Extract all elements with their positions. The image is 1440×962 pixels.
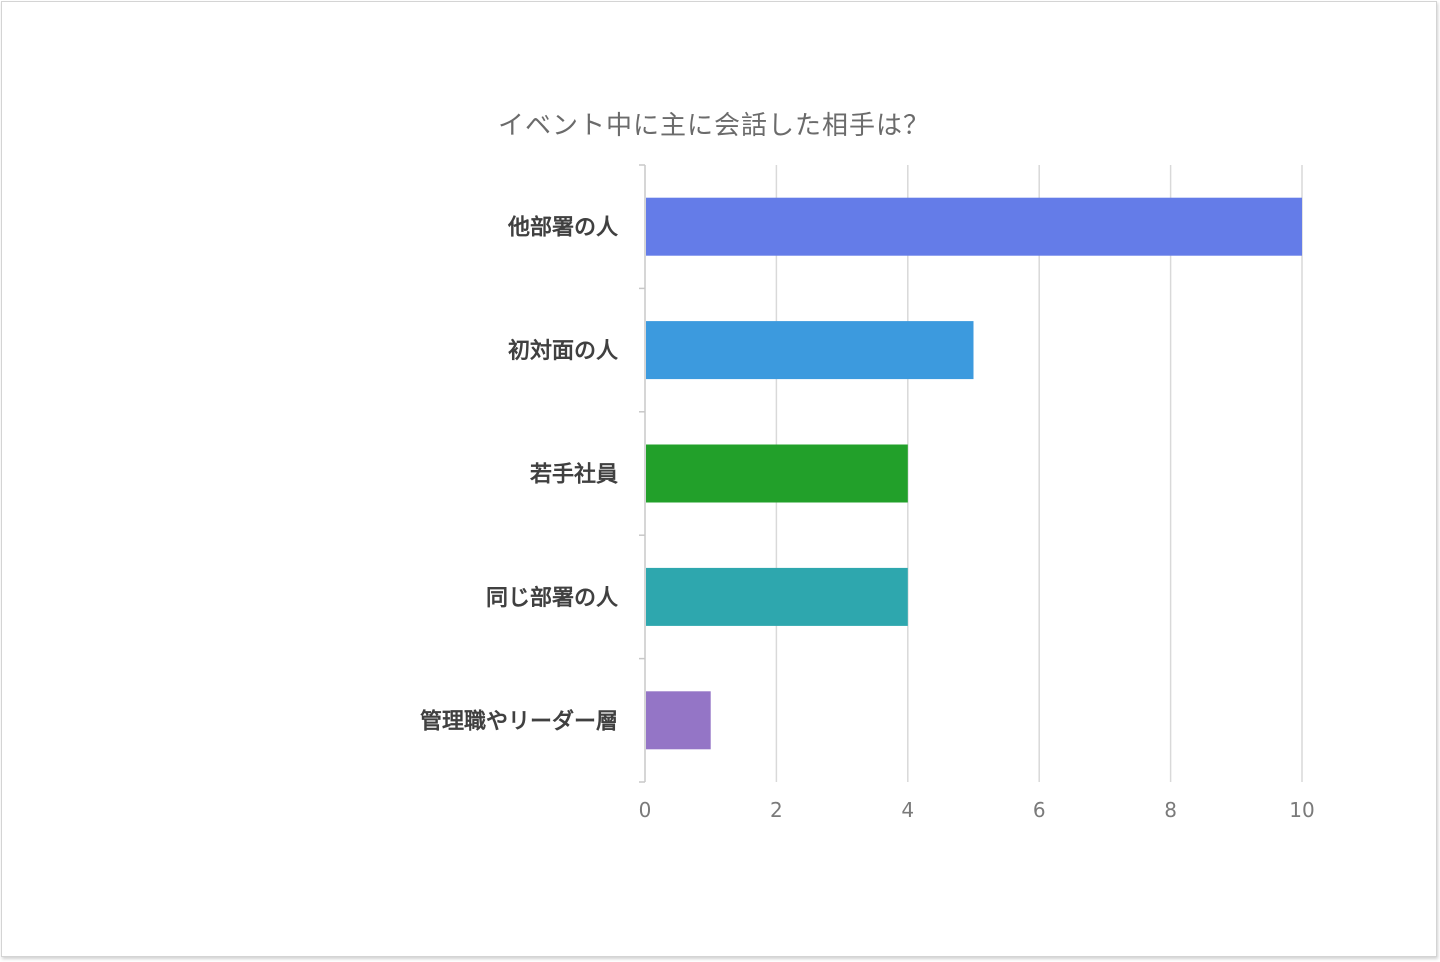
category-label: 他部署の人 (507, 215, 618, 241)
category-label: 若手社員 (530, 462, 618, 488)
chart-title: イベント中に主に会話した相手は？ (498, 111, 931, 141)
bars (646, 197, 1302, 750)
x-tick-labels: 0 2 4 6 8 10 (639, 798, 1315, 822)
bar-2 (646, 321, 974, 380)
x-tick-label: 8 (1164, 798, 1177, 822)
x-tick-label: 2 (770, 798, 783, 822)
x-tick-label: 10 (1289, 798, 1314, 822)
bar-5 (646, 691, 711, 750)
x-tick-label: 6 (1033, 798, 1046, 822)
x-tick-label: 4 (901, 798, 914, 822)
x-tick-label: 0 (639, 798, 652, 822)
bar-4 (646, 567, 908, 626)
bar-3 (646, 444, 908, 503)
category-label: 初対面の人 (508, 338, 618, 364)
bar-1 (646, 197, 1302, 256)
axis-ticks (639, 164, 645, 783)
category-label: 管理職やリーダー層 (420, 708, 618, 734)
category-label: 同じ部署の人 (486, 585, 618, 611)
